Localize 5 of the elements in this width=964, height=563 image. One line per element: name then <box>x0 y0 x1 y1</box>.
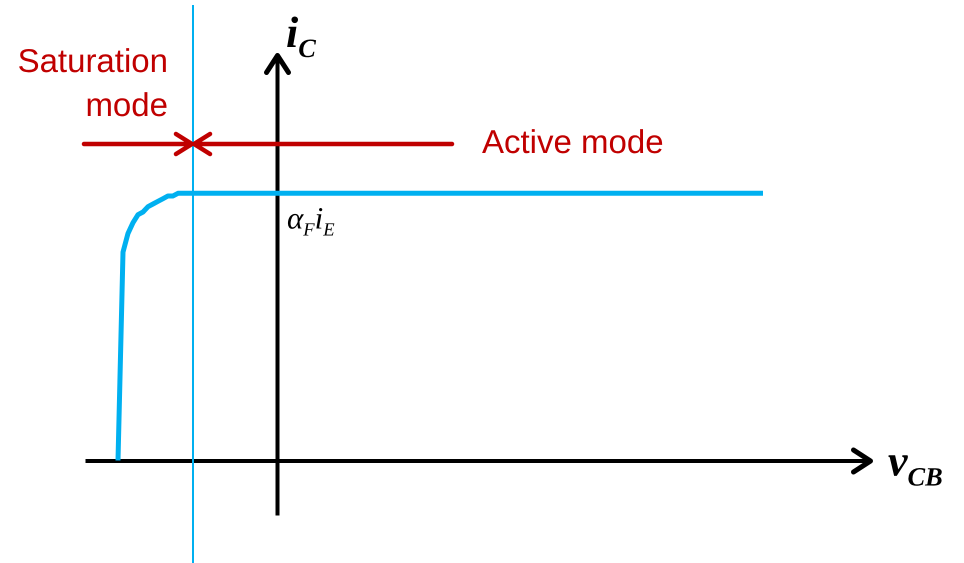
text: Saturation mode <box>18 42 168 123</box>
text: Active mode <box>482 123 664 160</box>
x-axis-title: v$_{CB}$ <box>888 436 943 492</box>
y-axis-title: i$_{C}$ <box>286 8 316 63</box>
annotation: α$_{F}$i$_{E}$ <box>287 200 336 240</box>
